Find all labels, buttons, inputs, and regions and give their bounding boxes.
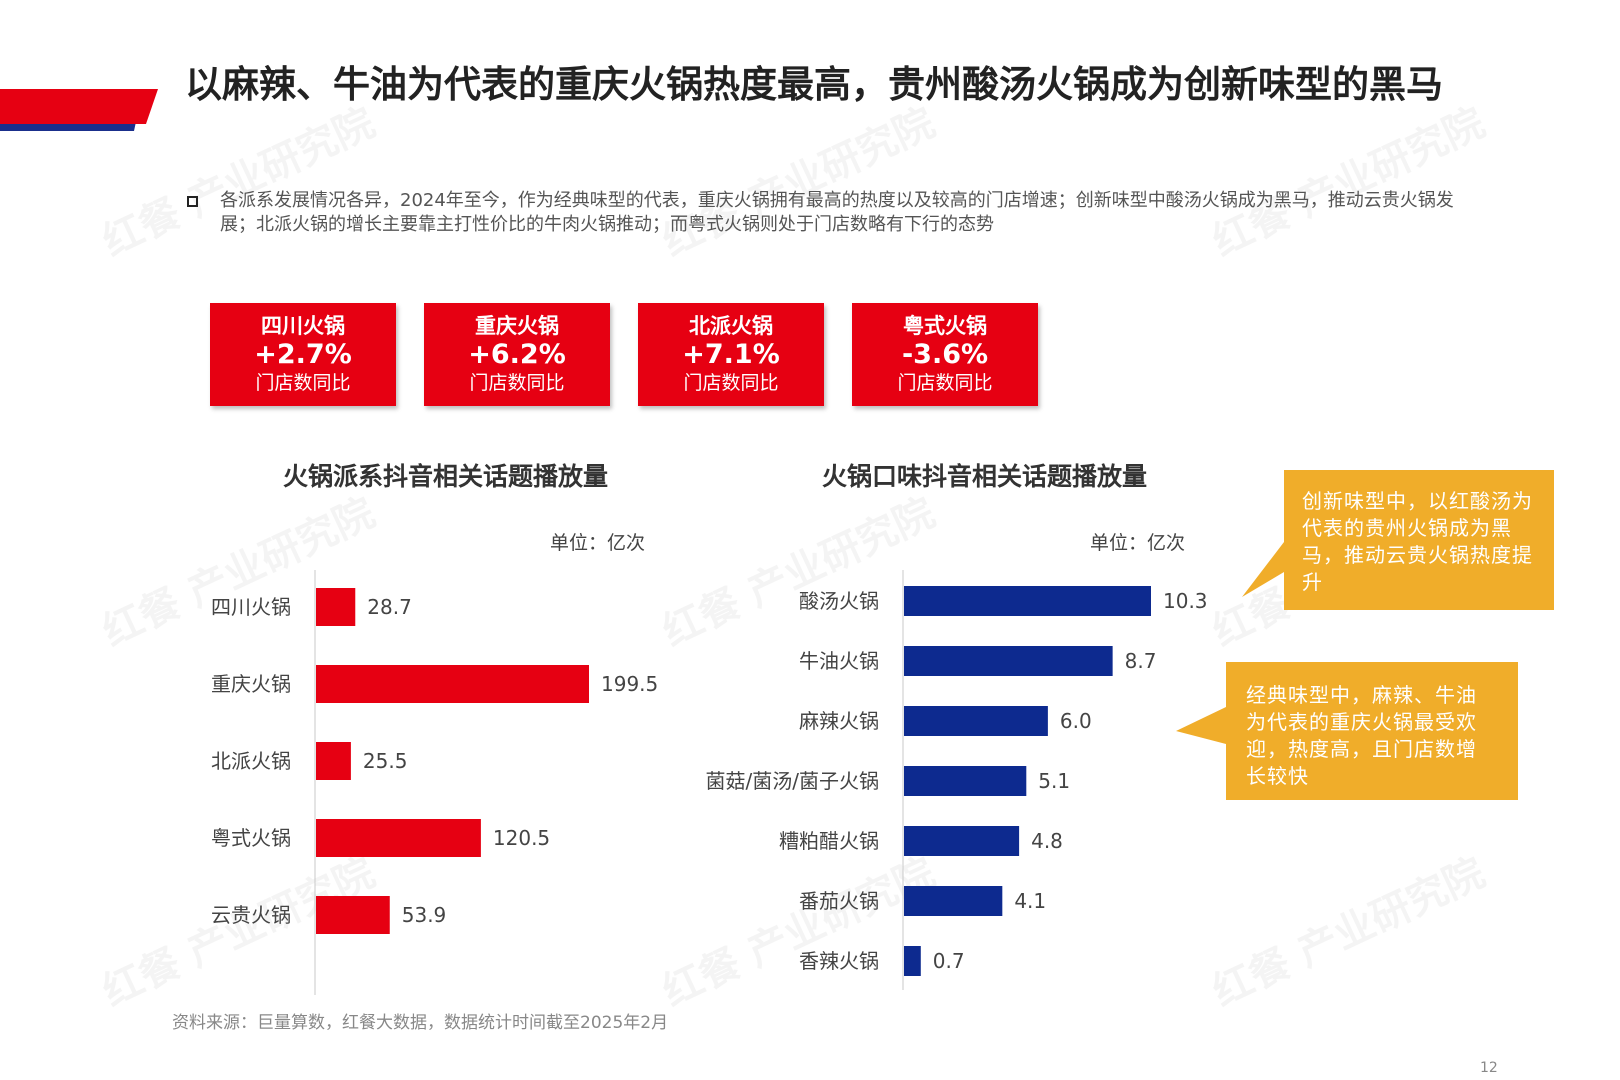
value-label: 0.7	[933, 949, 965, 973]
bar-0-4	[316, 896, 390, 934]
category-label: 菌菇/菌汤/菌子火锅	[706, 769, 879, 793]
callout-text-top: 创新味型中，以红酸汤为代表的贵州火锅成为黑马，推动云贵火锅热度提升	[1302, 489, 1533, 594]
bar-chart-right: 酸汤火锅 10.3 牛油火锅 8.7 麻辣火锅 6.0 菌菇/菌汤/菌子火锅 5.1 糟粕醋火锅…	[706, 570, 1208, 990]
category-label: 糟粕醋火锅	[779, 829, 879, 853]
bar-1-5	[904, 886, 1003, 916]
bar-0-2	[316, 742, 351, 780]
kpi-value: +2.7%	[254, 339, 352, 370]
kpi-name: 四川火锅	[261, 314, 345, 338]
kpi-value: -3.6%	[901, 339, 989, 370]
page-number: 12	[1480, 1060, 1498, 1076]
category-label: 云贵火锅	[211, 903, 291, 927]
kpi-name: 重庆火锅	[475, 314, 559, 338]
category-label: 酸汤火锅	[799, 589, 879, 613]
category-label: 四川火锅	[211, 595, 291, 619]
category-label: 香辣火锅	[799, 949, 879, 973]
value-label: 199.5	[601, 672, 658, 696]
value-label: 4.8	[1031, 829, 1063, 853]
kpi-name: 粤式火锅	[903, 314, 987, 338]
category-label: 重庆火锅	[211, 672, 291, 696]
callout-bubble-top	[1242, 470, 1554, 610]
bar-0-0	[316, 588, 356, 626]
category-label: 粤式火锅	[211, 826, 291, 850]
watermark: 红餐 产业研究院	[652, 91, 943, 268]
category-label: 牛油火锅	[799, 649, 879, 673]
source-note: 资料来源：巨量算数，红餐大数据，数据统计时间截至2025年2月	[172, 1013, 669, 1033]
watermark: 红餐 产业研究院	[1202, 91, 1493, 268]
value-label: 4.1	[1014, 889, 1046, 913]
kpi-value: +7.1%	[682, 339, 780, 370]
value-label: 25.5	[363, 749, 408, 773]
bar-0-3	[316, 819, 481, 857]
value-label: 8.7	[1125, 649, 1157, 673]
bar-0-1	[316, 665, 589, 703]
kpi-card: 北派火锅 +7.1% 门店数同比	[638, 303, 824, 406]
value-label: 53.9	[402, 903, 447, 927]
kpi-desc: 门店数同比	[897, 372, 993, 394]
value-label: 28.7	[367, 595, 412, 619]
bar-1-3	[904, 766, 1027, 796]
kpi-value: +6.2%	[468, 339, 566, 370]
page-title: 以麻辣、牛油为代表的重庆火锅热度最高，贵州酸汤火锅成为创新味型的黑马	[185, 63, 1443, 106]
chart-title-right: 火锅口味抖音相关话题播放量	[822, 462, 1148, 491]
category-label: 番茄火锅	[799, 889, 879, 913]
chart-title-left: 火锅派系抖音相关话题播放量	[283, 462, 609, 491]
callout-text-bottom: 经典味型中，麻辣、牛油为代表的重庆火锅最受欢迎，热度高，且门店数增长较快	[1246, 683, 1477, 788]
kpi-name: 北派火锅	[689, 314, 773, 338]
bar-1-4	[904, 826, 1020, 856]
kpi-card: 四川火锅 +2.7% 门店数同比	[210, 303, 396, 406]
callout-bubble-bottom	[1176, 662, 1518, 800]
bullet-square-icon	[187, 196, 198, 207]
header-accent-bar	[0, 89, 158, 131]
unit-label-right: 单位：亿次	[1090, 532, 1186, 554]
bar-1-2	[904, 706, 1048, 736]
kpi-desc: 门店数同比	[255, 372, 351, 394]
value-label: 10.3	[1163, 589, 1208, 613]
watermark: 红餐 产业研究院	[1202, 841, 1493, 1018]
unit-label-left: 单位：亿次	[550, 532, 646, 554]
kpi-card: 粤式火锅 -3.6% 门店数同比	[852, 303, 1038, 406]
kpi-desc: 门店数同比	[683, 372, 779, 394]
category-label: 麻辣火锅	[799, 709, 879, 733]
summary-text: 各派系发展情况各异，2024年至今，作为经典味型的代表，重庆火锅拥有最高的热度以…	[220, 190, 1454, 235]
value-label: 120.5	[493, 826, 550, 850]
bar-1-0	[904, 586, 1151, 616]
bar-chart-left: 四川火锅 28.7 重庆火锅 199.5 北派火锅 25.5 粤式火锅 120.5 云贵火锅 53…	[211, 570, 658, 995]
value-label: 5.1	[1038, 769, 1070, 793]
bar-1-1	[904, 646, 1113, 676]
bar-1-6	[904, 946, 921, 976]
kpi-desc: 门店数同比	[469, 372, 565, 394]
kpi-card: 重庆火锅 +6.2% 门店数同比	[424, 303, 610, 406]
value-label: 6.0	[1060, 709, 1092, 733]
category-label: 北派火锅	[211, 749, 291, 773]
